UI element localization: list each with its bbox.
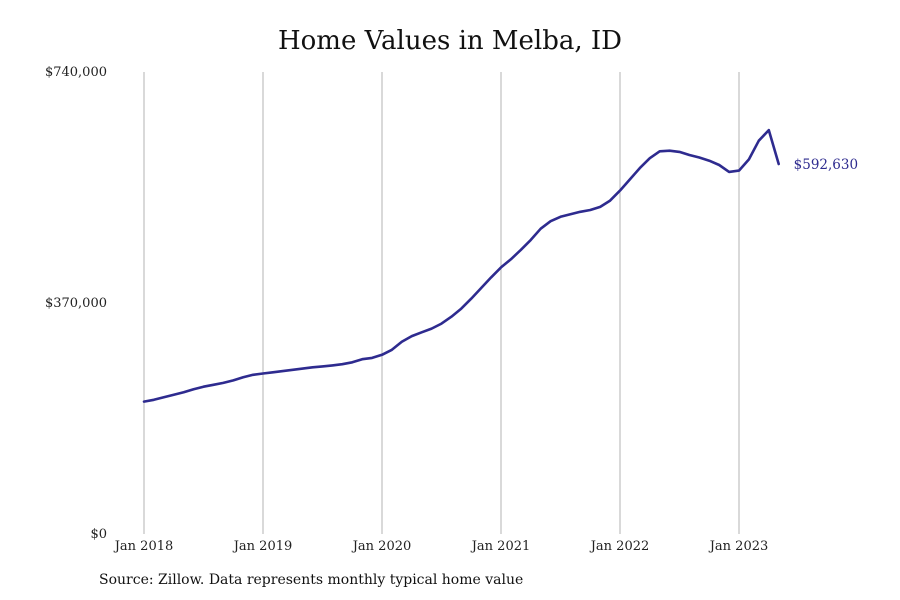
x-tick-label: Jan 2020 bbox=[351, 539, 412, 554]
y-tick-label: $740,000 bbox=[45, 65, 107, 80]
x-tick-label: Jan 2022 bbox=[589, 539, 650, 554]
grid-lines bbox=[143, 72, 740, 534]
series-line bbox=[142, 128, 780, 403]
y-tick-label: $0 bbox=[90, 527, 107, 542]
x-tick-label: Jan 2019 bbox=[232, 539, 293, 554]
x-tick-label: Jan 2023 bbox=[708, 539, 769, 554]
source-note: Source: Zillow. Data represents monthly … bbox=[99, 572, 524, 588]
y-axis-ticks: $0 $370,000 $740,000 bbox=[45, 65, 107, 542]
chart-title: Home Values in Melba, ID bbox=[277, 26, 623, 56]
x-tick-label: Jan 2021 bbox=[470, 539, 531, 554]
x-tick-label: Jan 2018 bbox=[113, 539, 174, 554]
y-tick-label: $370,000 bbox=[45, 296, 107, 311]
end-value-label: $592,630 bbox=[794, 157, 858, 173]
x-axis-ticks: Jan 2018 Jan 2019 Jan 2020 Jan 2021 Jan 2022… bbox=[113, 539, 769, 554]
series-layer: $592,630 bbox=[142, 128, 858, 403]
